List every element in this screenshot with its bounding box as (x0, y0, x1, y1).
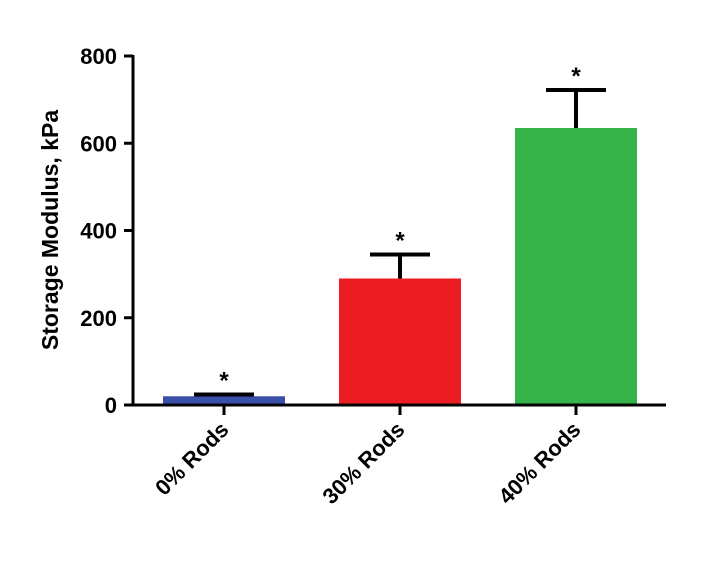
significance-marker-1: * (395, 227, 405, 254)
bars-layer: * * * (163, 63, 637, 405)
y-tick-label-3: 600 (80, 131, 117, 156)
y-tick-label-2: 400 (80, 219, 117, 244)
x-tick-label-2: 40% Rods (494, 417, 586, 509)
bar-0 (163, 396, 285, 405)
bar-1 (339, 278, 461, 405)
y-tick-label-4: 800 (80, 44, 117, 69)
x-tick-label-0: 0% Rods (150, 417, 233, 500)
y-axis-title: Storage Modulus, kPa (37, 110, 63, 350)
y-tick-label-1: 200 (80, 306, 117, 331)
significance-marker-0: * (219, 368, 229, 395)
bar-2 (515, 127, 637, 405)
significance-marker-2: * (571, 63, 581, 90)
x-tick-label-1: 30% Rods (318, 417, 410, 509)
y-tick-label-0: 0 (105, 393, 117, 418)
